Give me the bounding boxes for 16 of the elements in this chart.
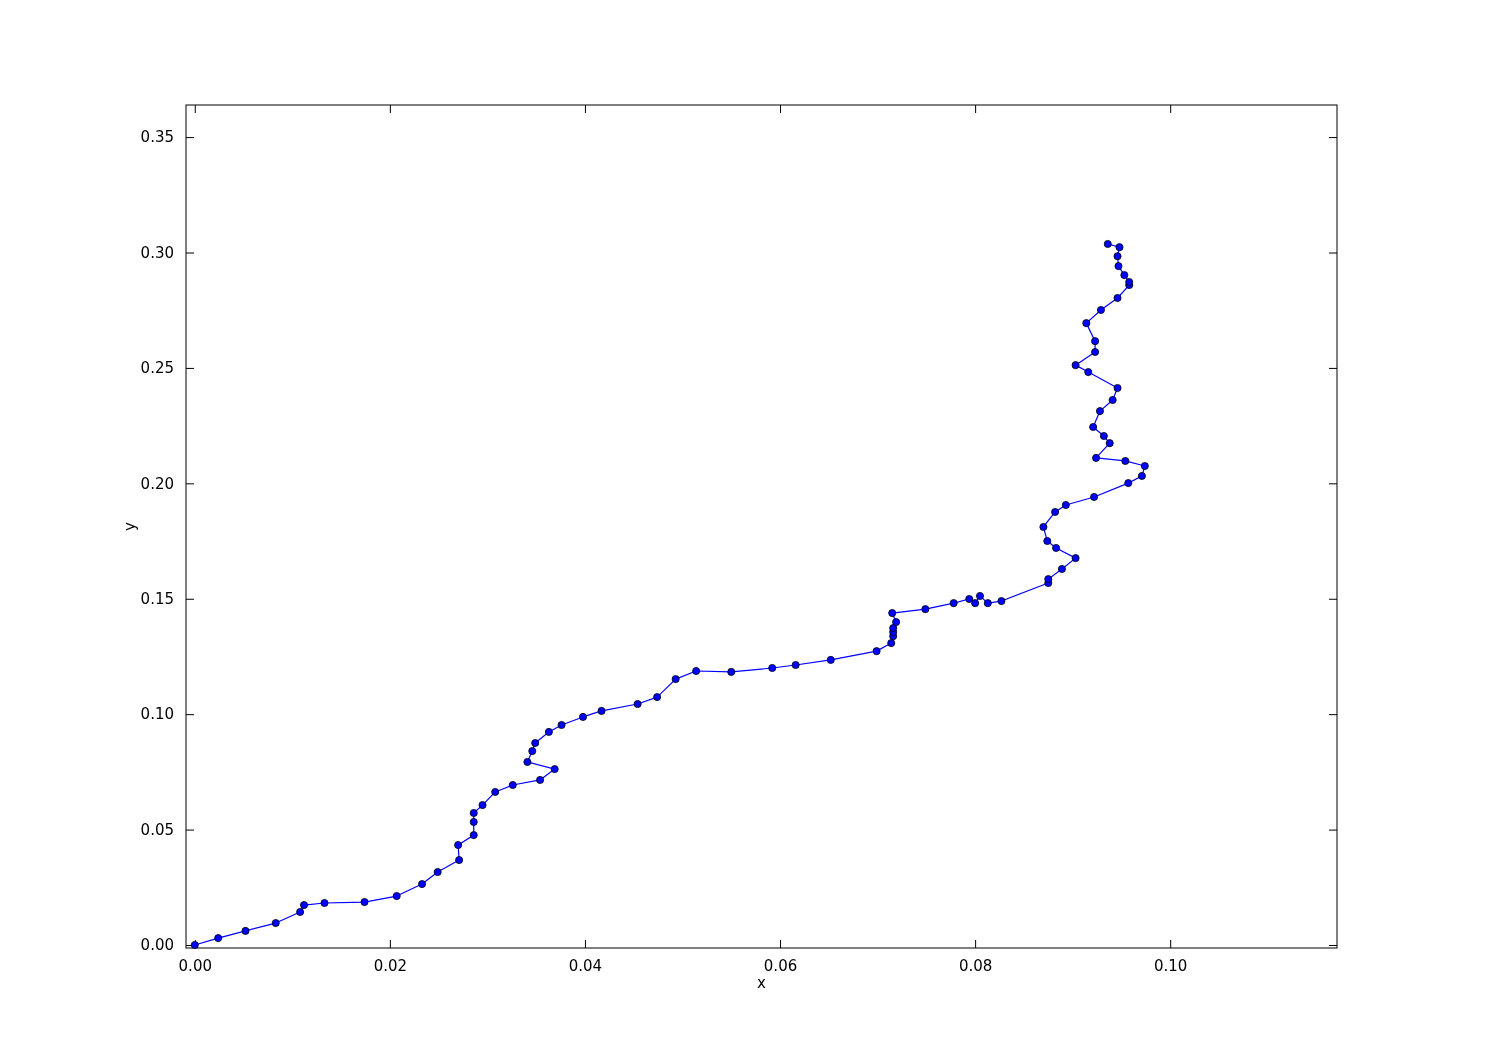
y-tick-label: 0.30 xyxy=(140,243,174,262)
y-tick-label: 0.15 xyxy=(140,590,174,609)
y-tick-label: 0.25 xyxy=(140,359,174,378)
y-tick-label: 0.05 xyxy=(140,820,174,839)
x-tick-label: 0.00 xyxy=(178,956,212,975)
y-tick-label: 0.00 xyxy=(140,936,174,955)
x-tick-label: 0.08 xyxy=(958,956,993,975)
y-axis-title: y xyxy=(121,521,139,531)
x-axis-title: x xyxy=(757,974,767,992)
y-tick-label: 0.35 xyxy=(140,128,174,147)
x-tick-label: 0.02 xyxy=(373,956,408,975)
y-tick-label: 0.20 xyxy=(140,474,174,493)
x-tick-label: 0.06 xyxy=(763,956,798,975)
y-tick-label: 0.10 xyxy=(140,705,174,724)
x-tick-label: 0.04 xyxy=(568,956,603,975)
x-tick-label: 0.10 xyxy=(1154,956,1188,975)
